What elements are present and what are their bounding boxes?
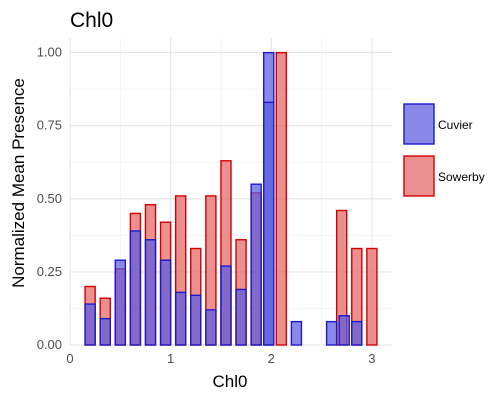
bar-cuvier [338, 315, 350, 346]
legend-key-sowerby [403, 155, 435, 197]
legend-key-cuvier [403, 103, 435, 145]
bar-cuvier [144, 239, 157, 346]
y-tick-label: 0.00 [37, 337, 62, 352]
bar-cuvier [220, 265, 232, 346]
bar-cuvier [205, 309, 217, 346]
bar-sowerby [275, 51, 288, 346]
legend: Cuvier Sowerby [403, 103, 485, 197]
bar-cuvier [290, 320, 303, 346]
bar-cuvier [325, 320, 338, 346]
chart-title: Chl0 [70, 9, 113, 32]
y-tick-label: 0.25 [37, 264, 62, 279]
bar-cuvier [235, 288, 247, 346]
bar-cuvier [99, 317, 111, 346]
bars [84, 51, 378, 346]
legend-label-cuvier: Cuvier [438, 118, 473, 132]
y-tick-label: 0.50 [37, 191, 62, 206]
bar-cuvier [129, 230, 142, 346]
bar-cuvier [250, 183, 262, 346]
bar-cuvier [174, 291, 187, 346]
x-tick-label: 3 [368, 351, 375, 366]
axes: 0.00 0.25 0.50 0.75 1.00 0 1 2 3 [37, 45, 376, 366]
bar-sowerby [366, 247, 378, 346]
bar-cuvier [190, 294, 202, 346]
bar-cuvier [351, 320, 363, 346]
bar-cuvier [114, 259, 127, 346]
x-tick-label: 1 [167, 351, 174, 366]
y-axis-title: Normalized Mean Presence [9, 78, 28, 288]
x-axis-title: Chl0 [213, 372, 248, 391]
bar-cuvier [263, 101, 275, 346]
legend-label-sowerby: Sowerby [438, 170, 485, 184]
bar-cuvier [159, 259, 172, 346]
y-tick-label: 0.75 [37, 118, 62, 133]
y-tick-label: 1.00 [37, 45, 62, 60]
bar-cuvier [84, 303, 96, 346]
x-tick-label: 2 [268, 351, 275, 366]
x-tick-label: 0 [66, 351, 73, 366]
